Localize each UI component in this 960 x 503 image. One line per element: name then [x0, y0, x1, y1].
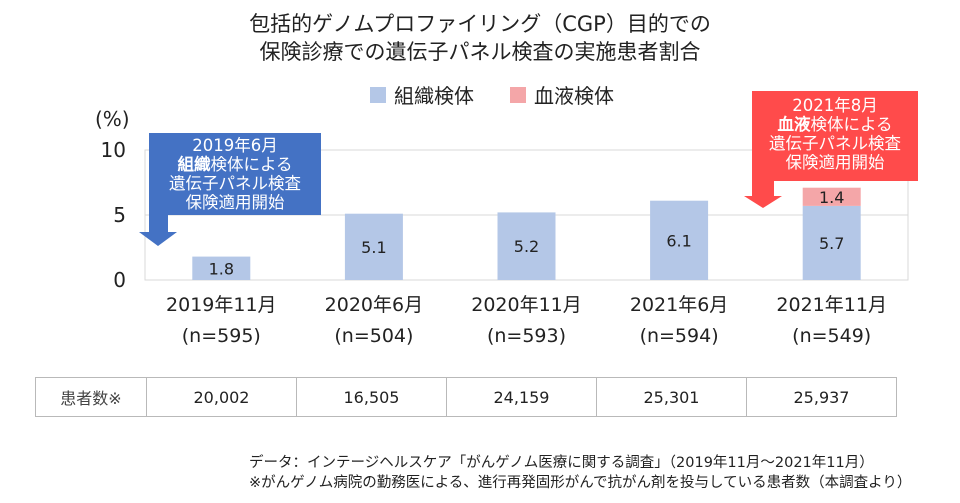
patients-cell: 25,301	[596, 377, 747, 417]
patients-table: 患者数※ 20,002 16,505 24,159 25,301 25,937	[35, 377, 897, 417]
legend-label-tissue: 組織検体	[394, 84, 474, 108]
y-tick-label: 5	[113, 203, 126, 227]
data-label: 5.7	[819, 234, 844, 253]
chart-title-line1: 包括的ゲノムプロファイリング（CGP）目的での	[249, 12, 711, 36]
x-tick-label: 2020年11月	[471, 294, 582, 316]
chart-title-line2: 保険診療での遺伝子パネル検査の実施患者割合	[259, 40, 701, 64]
callout-left-line1: 2019年6月	[192, 136, 278, 155]
bar-tissue	[497, 212, 556, 280]
callout-left-line3: 遺伝子パネル検査	[169, 174, 301, 193]
data-label: 5.2	[514, 237, 539, 256]
callout-left-arrow	[139, 215, 177, 246]
bar-tissue	[192, 256, 251, 280]
x-tick-sublabel: (n=593)	[487, 325, 566, 347]
callout-right-rest: 検体による	[810, 115, 893, 134]
x-tick-label: 2021年6月	[630, 294, 728, 316]
patients-header: 患者数※	[35, 377, 147, 417]
callout-right-box	[752, 91, 918, 181]
x-tick-label: 2019年11月	[166, 294, 277, 316]
data-label: 1.8	[209, 259, 234, 278]
callout-left-box	[149, 133, 321, 215]
x-tick-sublabel: (n=504)	[334, 325, 413, 347]
y-tick-label: 10	[101, 138, 126, 162]
callout-left-text: 2019年6月 組織検体による 遺伝子パネル検査 保険適用開始	[150, 136, 320, 212]
callout-left-bold: 組織	[177, 155, 211, 174]
legend-swatch-blood	[510, 86, 526, 103]
callout-left-line4: 保険適用開始	[185, 193, 285, 212]
patients-row: 患者数※ 20,002 16,505 24,159 25,301 25,937	[35, 377, 897, 417]
data-label: 6.1	[666, 231, 691, 250]
data-label: 5.1	[361, 238, 386, 257]
x-tick-label: 2021年11月	[776, 294, 887, 316]
x-tick-sublabel: (n=595)	[182, 325, 261, 347]
footnote: ※がんゲノム病院の勤務医による、進行再発固形がんで抗がん剤を投与している患者数（…	[249, 475, 912, 491]
y-tick-label: 0	[113, 268, 126, 292]
bar-tissue	[802, 205, 861, 280]
patients-cell: 20,002	[146, 377, 297, 417]
callout-right-bold: 血液	[777, 115, 811, 134]
x-tick-sublabel: (n=594)	[640, 325, 719, 347]
callout-right-line3: 遺伝子パネル検査	[769, 134, 901, 153]
callout-right-line2: 血液検体による	[752, 115, 918, 134]
y-axis-label: (%)	[95, 107, 130, 131]
legend-swatch-tissue	[370, 86, 386, 103]
source-note: データ：インテージヘルスケア「がんゲノム医療に関する調査」（2019年11月～2…	[249, 455, 874, 471]
bar-tissue	[344, 213, 403, 280]
callout-left-rest: 検体による	[210, 155, 293, 174]
patients-cell: 25,937	[746, 377, 897, 417]
legend-item-tissue: 組織検体	[370, 80, 474, 109]
callout-right-text: 2021年8月 血液検体による 遺伝子パネル検査 保険適用開始	[752, 96, 918, 172]
bar-tissue	[650, 200, 709, 280]
callout-right-line4: 保険適用開始	[785, 153, 885, 172]
x-tick-sublabel: (n=549)	[792, 325, 871, 347]
x-tick-label: 2020年6月	[325, 294, 423, 316]
callout-right-line1: 2021年8月	[792, 96, 878, 115]
callout-right-arrow	[744, 181, 782, 208]
data-label: 1.4	[819, 188, 844, 207]
legend-item-blood: 血液検体	[510, 80, 614, 109]
patients-cell: 24,159	[446, 377, 597, 417]
patients-cell: 16,505	[296, 377, 447, 417]
callout-left-line2: 組織検体による	[150, 155, 320, 174]
bar-blood	[802, 187, 861, 206]
legend-label-blood: 血液検体	[534, 84, 614, 108]
